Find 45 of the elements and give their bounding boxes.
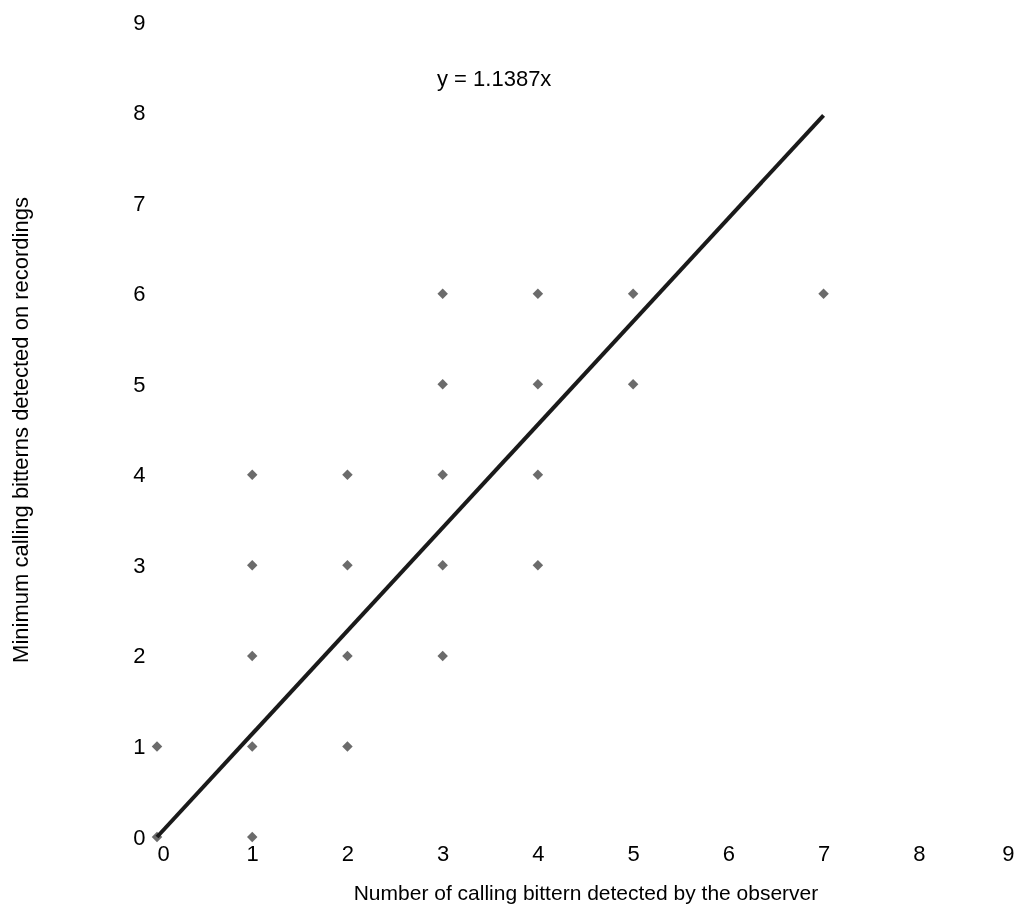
x-tick-label: 4 — [532, 840, 545, 866]
x-tick-label: 5 — [627, 840, 640, 866]
point — [246, 831, 258, 843]
y-axis-title: Minimum calling bitterns detected on recordings — [8, 197, 34, 663]
x-tick-label: 8 — [913, 840, 926, 866]
x-tick-label: 7 — [817, 840, 831, 866]
point — [246, 650, 258, 662]
y-tick-label: 7 — [133, 190, 146, 216]
point — [437, 650, 448, 662]
y-tick-label: 0 — [133, 824, 146, 850]
point — [437, 560, 448, 571]
y-tick-label: 8 — [133, 100, 146, 126]
point — [151, 741, 163, 752]
point — [437, 288, 448, 299]
annotation: y = 1.1387x — [437, 66, 552, 91]
y-tick-label: 9 — [133, 9, 146, 35]
point — [627, 378, 639, 390]
point — [246, 560, 258, 571]
point — [342, 560, 353, 571]
y-tick-label: 2 — [133, 643, 146, 669]
x-tick-label: 2 — [341, 840, 355, 866]
x-axis-title: Number of calling bittern detected by the observer — [353, 880, 819, 904]
point — [342, 469, 353, 481]
x-tick-label: 6 — [722, 840, 735, 866]
point — [532, 378, 544, 390]
point — [532, 469, 544, 481]
point — [437, 378, 448, 390]
point — [342, 741, 353, 752]
point — [437, 469, 448, 481]
point — [818, 288, 829, 299]
x-tick-label: 1 — [246, 840, 259, 866]
point — [342, 650, 353, 662]
y-tick-label: 4 — [133, 462, 146, 488]
point — [532, 288, 544, 299]
point — [627, 288, 639, 299]
x-tick-label: 9 — [1002, 840, 1015, 866]
point — [246, 469, 258, 481]
y-tick-label: 5 — [133, 371, 146, 397]
point — [532, 560, 544, 571]
point — [246, 741, 258, 752]
x-tick-label: 0 — [157, 840, 170, 866]
y-tick-label: 1 — [133, 733, 146, 759]
y-tick-label: 6 — [133, 281, 146, 307]
y-tick-label: 3 — [133, 552, 146, 578]
x-tick-label: 3 — [437, 840, 450, 866]
